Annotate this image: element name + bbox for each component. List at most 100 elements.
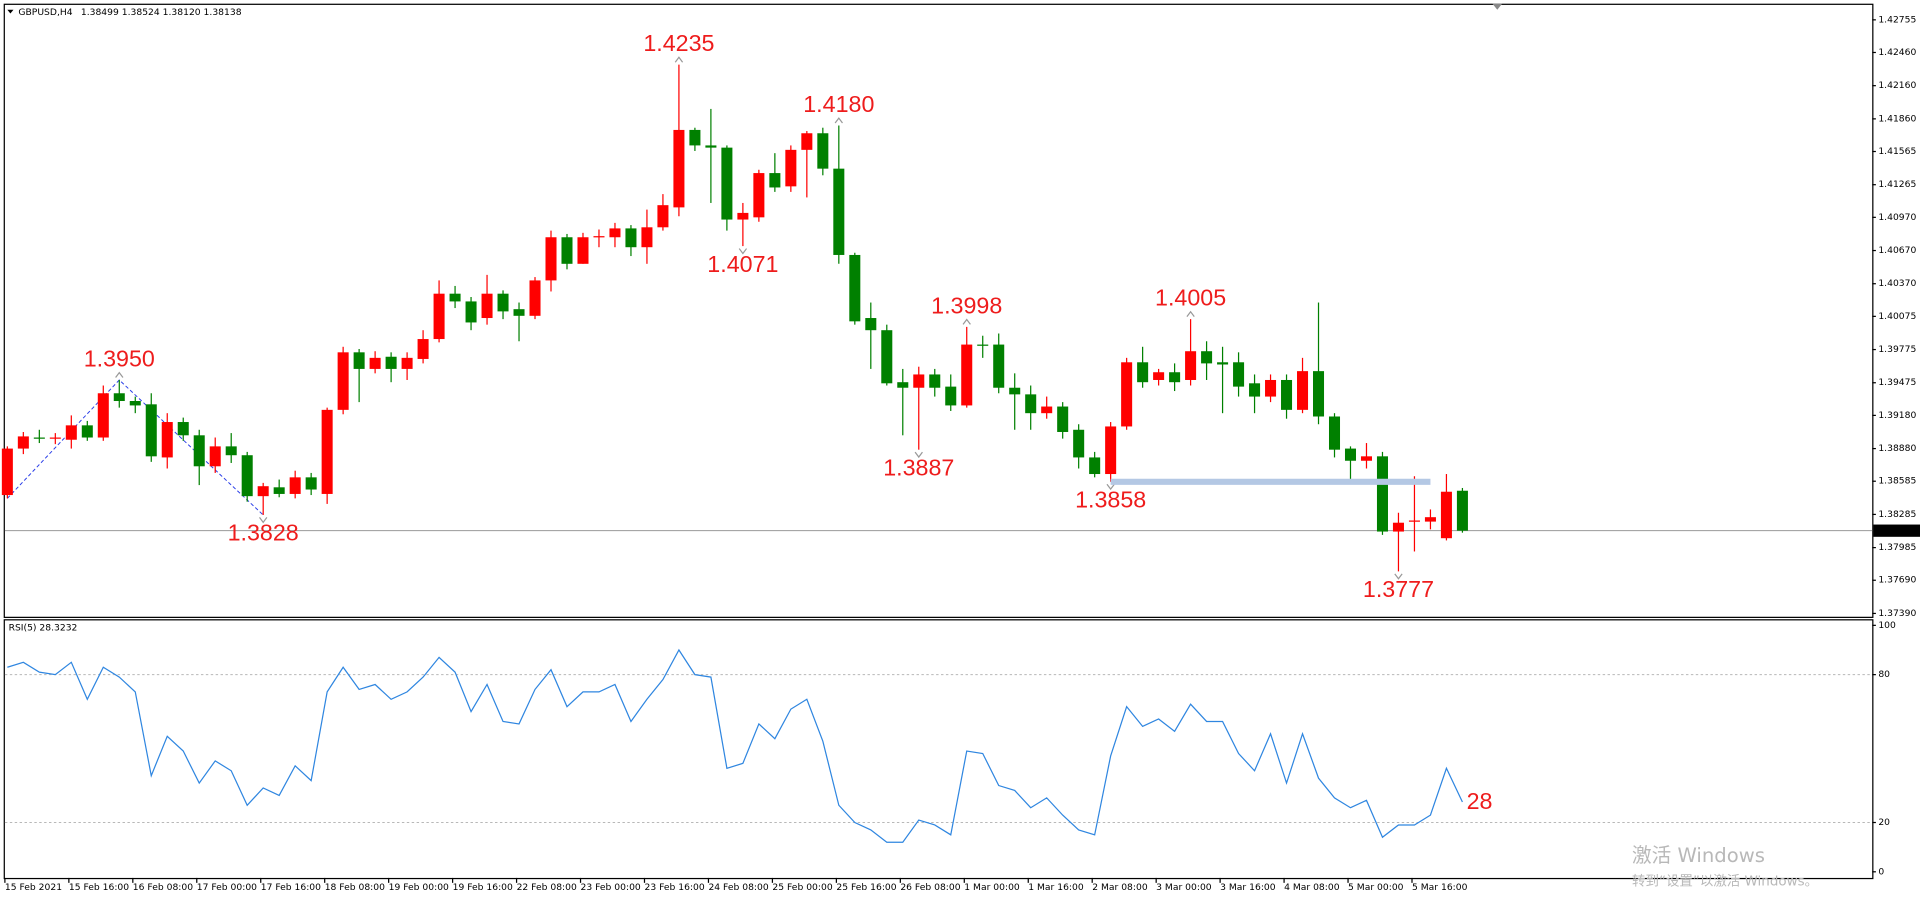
y-tick-label: 1.38585 [1878,476,1916,487]
candle-body [625,228,637,248]
y-tick-label: 1.40970 [1878,212,1916,223]
symbol-menu-arrow [7,9,14,14]
candle-body [1137,362,1149,383]
candle-body [369,357,381,369]
candle-body [753,173,765,218]
fractal-arrow [738,248,748,255]
y-tick-label: 1.41565 [1878,146,1916,157]
candle-body [561,237,573,264]
x-tick-label: 22 Feb 08:00 [517,882,577,893]
candle-body [737,212,749,220]
x-tick-label: 23 Feb 16:00 [644,882,704,893]
x-tick-label: 15 Feb 2021 [5,882,62,893]
symbol-title: GBPUSD,H4 [18,7,72,18]
candle-body [529,280,541,316]
y-tick-label: 1.39180 [1878,410,1916,421]
x-tick-label: 1 Mar 00:00 [964,882,1020,893]
candle-body [289,477,301,494]
candle-body [1073,429,1085,458]
candle-body [401,357,413,369]
fractal-arrow [914,451,923,459]
y-tick-label: 1.39775 [1878,344,1916,355]
candle-body [673,129,685,208]
candle-body [337,352,349,410]
candle-body [1025,394,1037,414]
candle-body [1456,490,1468,531]
candle-body [321,409,333,494]
last-price-label: 1.38138 [1877,525,1915,536]
x-tick-label: 3 Mar 00:00 [1156,882,1212,893]
candle-body [497,293,509,312]
last-price-box [1873,524,1920,537]
y-tick-label: 1.39475 [1878,377,1916,388]
candle-body [1217,362,1229,365]
candle-body [49,437,61,439]
rsi-panel [3,619,1874,880]
candle-body [657,205,669,228]
x-tick-label: 2 Mar 08:00 [1092,882,1148,893]
price-annotation: 1.4180 [803,91,874,117]
candle-body [1313,371,1325,417]
candle-body [209,446,221,467]
fractal-arrow [1186,310,1195,318]
candle-body [545,237,557,281]
candle-body [1281,379,1293,410]
y-tick-label: 1.37985 [1878,542,1916,553]
candle-body [241,455,253,497]
price-annotation: 1.3950 [84,346,155,372]
candle-body [65,425,77,440]
y-tick-label: 1.41860 [1878,113,1916,124]
candle-body [1392,522,1404,532]
candle-body [1121,362,1133,427]
price-annotation: 1.4071 [707,251,778,277]
price-annotation: 1.3777 [1363,576,1434,602]
candle-body [577,237,589,264]
y-tick-label: 1.42755 [1878,14,1916,25]
candle-body [721,147,733,220]
y-tick-label: 80 [1878,669,1890,680]
x-tick-label: 18 Feb 08:00 [325,882,385,893]
candle-body [945,386,957,406]
x-tick-label: 23 Feb 00:00 [581,882,641,893]
candle-body [961,344,973,406]
candle-body [145,404,157,457]
candle-body [593,236,605,238]
candle-body [449,293,461,302]
x-tick-label: 5 Mar 00:00 [1348,882,1404,893]
candle-body [1169,372,1181,383]
candle-body [1,448,13,496]
price-annotation: 1.3998 [931,292,1002,318]
candle-body [417,339,429,359]
candle-body [609,228,621,238]
candle-body [1344,448,1357,461]
candle-body [929,374,941,388]
candle-body [705,145,717,148]
candle-body [1057,406,1069,432]
candle-body [113,393,125,402]
price-annotation: 1.4005 [1155,285,1226,311]
candle-body [225,446,237,456]
y-tick-label: 1.42160 [1878,80,1916,91]
x-tick-label: 26 Feb 08:00 [900,882,960,893]
fractal-arrow [834,117,843,124]
rsi-title: RSI(5) 28.3232 [9,622,78,633]
candle-body [913,374,925,388]
candle-body [81,425,93,438]
candle-body [817,133,829,169]
candle-body [1408,520,1420,522]
candle-body [785,149,797,187]
rsi-line [7,648,1463,843]
price-annotation: 1.4235 [643,30,714,56]
candle-body [849,254,861,322]
candle-body [305,477,317,490]
y-tick-label: 1.40075 [1878,311,1916,322]
candle-body [1297,371,1309,410]
y-tick-label: 1.37690 [1878,575,1916,586]
candle-body [977,344,989,346]
price-annotation: 1.3858 [1075,487,1146,513]
candle-body [353,352,365,369]
candle-body [1041,406,1053,414]
candle-body [1233,362,1245,387]
fractal-arrow [115,371,124,378]
